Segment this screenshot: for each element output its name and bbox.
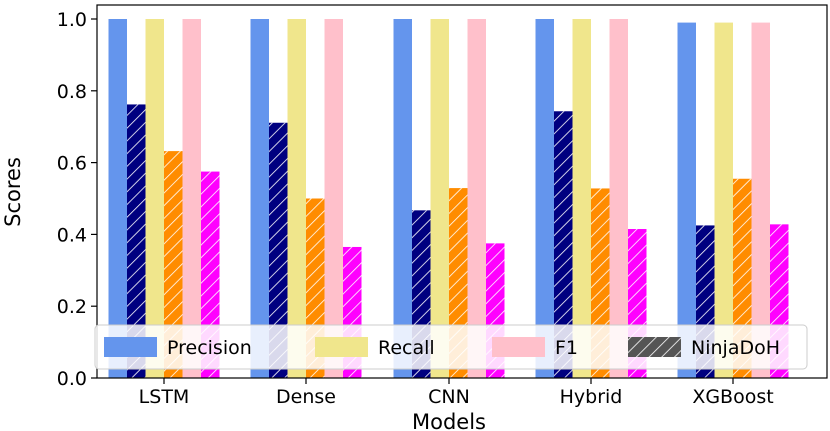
bar-precision-baseline-lstm [108,19,127,378]
bar-f1-baseline-cnn [467,19,486,378]
bar-precision-baseline-cnn [393,19,412,378]
y-tick-label: 0.4 [57,224,87,246]
legend-label-ninjadoh: NinjaDoH [691,337,780,359]
bar-recall-baseline-hybrid [572,19,591,378]
bar-recall-baseline-lstm [145,19,164,378]
bar-f1-baseline-lstm [182,19,201,378]
x-axis: LSTM Dense CNN Hybrid XGBoost [139,378,774,408]
x-tick-label-xgboost: XGBoost [692,386,773,408]
bar-precision-ninjadoh-dense-hatch [269,122,288,378]
legend-swatch-recall [315,337,368,357]
bar-precision-ninjadoh-hybrid-hatch [554,111,573,378]
legend-swatch-f1 [492,337,545,357]
bar-precision-baseline-dense [250,19,269,378]
x-tick-label-hybrid: Hybrid [560,386,623,408]
bar-precision-baseline-hybrid [535,19,554,378]
y-tick-label: 1.0 [57,9,87,31]
y-axis: 0.0 0.2 0.4 0.6 0.8 1.0 [57,9,97,390]
x-tick-label-cnn: CNN [428,386,470,408]
legend-label-f1: F1 [555,337,578,359]
bar-precision-baseline-xgboost [677,22,696,379]
y-tick-label: 0.0 [57,368,87,390]
bar-recall-baseline-dense [287,19,306,378]
legend-label-recall: Recall [378,337,435,359]
y-tick-label: 0.8 [57,81,87,103]
y-axis-label: Scores [1,157,25,227]
bar-recall-baseline-cnn [430,19,449,378]
x-tick-label-lstm: LSTM [139,386,190,408]
bar-precision-ninjadoh-lstm-hatch [127,104,146,378]
x-tick-label-dense: Dense [276,386,336,408]
y-tick-label: 0.6 [57,153,87,175]
bars-layer [108,19,789,379]
bar-recall-ninjadoh-lstm-hatch [164,151,183,378]
y-tick-label: 0.2 [57,296,87,318]
legend-label-precision: Precision [167,337,252,359]
legend-swatch-hatch [628,337,681,357]
legend-box [94,324,808,370]
bar-f1-baseline-dense [324,19,343,378]
legend-swatch-precision [104,337,157,357]
plot-frame [96,4,828,379]
legend: Precision Recall F1 NinjaDoH [94,324,808,370]
bar-f1-baseline-xgboost [751,22,770,379]
bar-recall-baseline-xgboost [714,22,733,379]
x-axis-label: Models [412,410,486,431]
bar-f1-baseline-hybrid [609,19,628,378]
